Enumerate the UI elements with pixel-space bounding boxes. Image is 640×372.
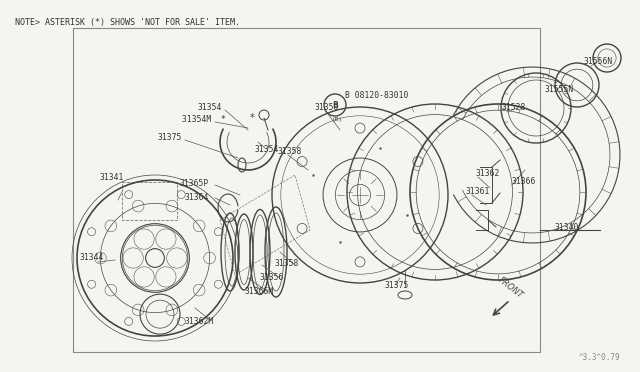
Text: 31528: 31528 — [502, 103, 526, 112]
Text: 31358: 31358 — [278, 148, 302, 157]
Text: 31375: 31375 — [385, 280, 410, 289]
Bar — [73, 28, 540, 352]
Text: 31364: 31364 — [185, 192, 209, 202]
Text: 31362M: 31362M — [185, 317, 214, 327]
Text: 31375: 31375 — [158, 134, 182, 142]
Text: B 08120-83010: B 08120-83010 — [345, 92, 408, 100]
Text: FRONT: FRONT — [497, 275, 525, 300]
Text: 31358: 31358 — [275, 259, 300, 267]
Text: 31354: 31354 — [198, 103, 222, 112]
Text: 31344: 31344 — [80, 253, 104, 263]
Text: NOTE> ASTERISK (*) SHOWS 'NOT FOR SALE' ITEM.: NOTE> ASTERISK (*) SHOWS 'NOT FOR SALE' … — [15, 18, 240, 27]
Text: 31362: 31362 — [476, 169, 500, 177]
Text: *: * — [250, 113, 254, 123]
Text: B: B — [332, 100, 338, 109]
Text: 31356: 31356 — [260, 273, 284, 282]
Bar — [122, 182, 177, 220]
Text: (B): (B) — [332, 116, 342, 122]
Text: 31366M: 31366M — [245, 288, 275, 296]
Text: 31354M  *: 31354M * — [182, 115, 226, 125]
Text: 31340: 31340 — [555, 224, 579, 232]
Text: 31350: 31350 — [315, 103, 339, 112]
Text: 31365P: 31365P — [180, 179, 209, 187]
Text: 31361: 31361 — [466, 187, 490, 196]
Text: 31556N: 31556N — [584, 58, 613, 67]
Text: 31366: 31366 — [512, 177, 536, 186]
Text: ^3.3^0.79: ^3.3^0.79 — [579, 353, 620, 362]
Text: 31354: 31354 — [255, 145, 280, 154]
Text: 31555N: 31555N — [545, 86, 574, 94]
Text: 31341: 31341 — [100, 173, 124, 183]
